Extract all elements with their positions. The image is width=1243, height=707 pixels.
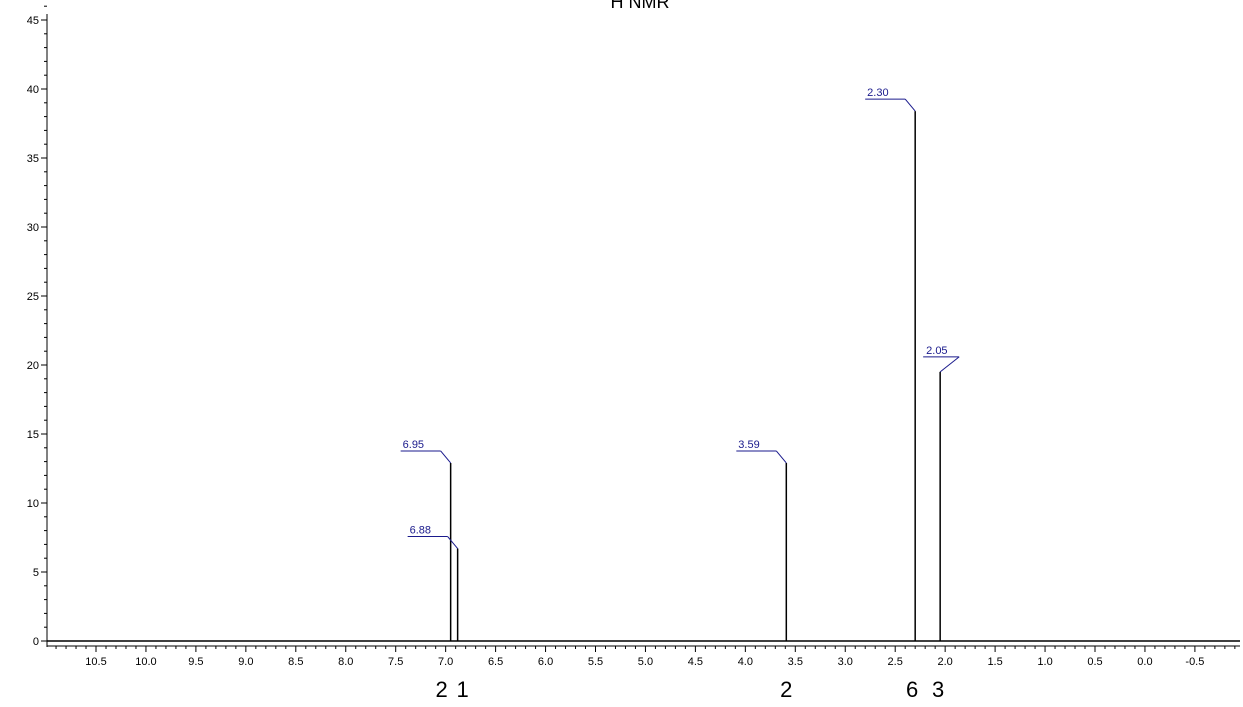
x-tick-label: 6.5 [488,656,503,668]
peak-leader [904,98,916,112]
x-tick-label: 8.5 [288,656,303,668]
chart-title: H NMR [611,0,670,12]
x-tick-label: 3.0 [838,656,853,668]
integral-value: 2 [780,677,792,702]
x-tick-label: 1.0 [1037,656,1052,668]
x-tick-label: 10.0 [135,656,156,668]
peak-shift-label: 3.59 [738,439,759,451]
integral-value: 2 [436,677,448,702]
y-tick-label: 5 [33,567,39,579]
x-tick-label: 4.5 [688,656,703,668]
peak-leader [440,450,452,464]
x-tick-label: 5.5 [588,656,603,668]
x-axis: 10.5 10.0 9.5 9.0 8.5 8.0 7.5 7.0 6.5 6.0 5.5 5.0 4.… [47,645,1240,668]
peak-label-group: 3.59 [736,439,787,464]
peak-labels: 6.95 6.88 3.59 2.30 2.05 [400,87,960,549]
x-tick-label: 0.0 [1137,656,1152,668]
x-tick-label: 7.0 [438,656,453,668]
x-tick-label: -0.5 [1185,656,1204,668]
peak-label-group: 2.30 [865,87,916,112]
peak-shift-label: 2.30 [867,87,888,99]
x-tick-label: 0.5 [1087,656,1102,668]
peak-leader [775,450,787,464]
x-tick-label: 9.5 [188,656,203,668]
x-tick-label: 1.5 [987,656,1002,668]
y-tick-label: 35 [27,153,39,165]
y-tick-label: 30 [27,222,39,234]
integral-value: 3 [932,677,944,702]
y-axis: 0 5 10 15 20 25 30 35 40 45 [27,5,48,648]
peak-leader [447,536,459,549]
peak-label-group: 6.88 [407,525,459,549]
peak-shift-label: 2.05 [926,345,947,357]
peak-label-group: 2.05 [923,345,960,373]
y-tick-label: 0 [33,636,39,648]
integral-value: 6 [906,677,918,702]
x-tick-label: 4.0 [738,656,753,668]
peak-shift-label: 6.88 [410,525,431,537]
x-tick-label: 2.5 [888,656,903,668]
integral-value: 1 [457,677,469,702]
x-tick-label: 3.5 [788,656,803,668]
x-tick-label: 10.5 [85,656,106,668]
x-tick-label: 9.0 [238,656,253,668]
x-tick-label: 8.0 [338,656,353,668]
y-tick-label: 15 [27,429,39,441]
y-tick-label: 40 [27,84,39,96]
y-tick-label: 20 [27,360,39,372]
peak-leader [939,356,960,373]
x-tick-label: 6.0 [538,656,553,668]
y-tick-label: 45 [27,15,39,27]
peaks [449,111,941,641]
x-tick-label: 5.0 [638,656,653,668]
peak-label-group: 6.95 [400,439,452,464]
y-tick-label: 25 [27,291,39,303]
peak-shift-label: 6.95 [403,439,424,451]
x-tick-label: 2.0 [938,656,953,668]
y-tick-label: 10 [27,498,39,510]
x-tick-label: 7.5 [388,656,403,668]
